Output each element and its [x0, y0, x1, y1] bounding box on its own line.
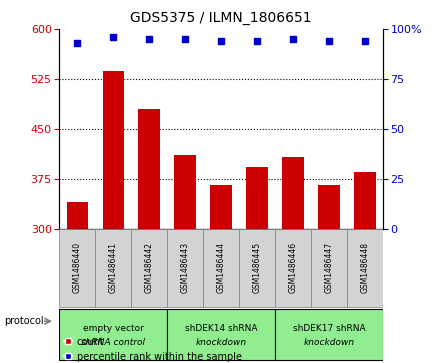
Text: GSM1486443: GSM1486443 — [181, 242, 190, 293]
FancyBboxPatch shape — [275, 309, 383, 360]
FancyBboxPatch shape — [59, 229, 95, 307]
Bar — [318, 185, 340, 229]
Bar — [210, 185, 232, 229]
Point — [182, 36, 189, 42]
Text: knockdown: knockdown — [195, 338, 247, 347]
Bar — [282, 157, 304, 229]
FancyBboxPatch shape — [203, 229, 239, 307]
FancyBboxPatch shape — [239, 229, 275, 307]
Text: knockdown: knockdown — [303, 338, 355, 347]
Bar — [103, 71, 124, 229]
Text: empty vector: empty vector — [83, 323, 144, 333]
FancyBboxPatch shape — [95, 229, 131, 307]
Bar — [354, 172, 376, 229]
FancyBboxPatch shape — [59, 309, 167, 360]
Bar — [174, 155, 196, 229]
Point — [361, 38, 368, 44]
Text: protocol: protocol — [4, 316, 44, 326]
Point — [253, 38, 260, 44]
FancyBboxPatch shape — [167, 309, 275, 360]
Text: GSM1486440: GSM1486440 — [73, 242, 82, 293]
Text: GSM1486444: GSM1486444 — [216, 242, 226, 293]
Legend: count, percentile rank within the sample: count, percentile rank within the sample — [64, 337, 242, 362]
Point — [290, 36, 297, 42]
FancyBboxPatch shape — [167, 229, 203, 307]
Text: GSM1486446: GSM1486446 — [289, 242, 297, 293]
Text: GSM1486448: GSM1486448 — [360, 242, 369, 293]
FancyBboxPatch shape — [275, 229, 311, 307]
Point — [74, 40, 81, 46]
FancyBboxPatch shape — [311, 229, 347, 307]
Point — [326, 38, 333, 44]
Text: GSM1486447: GSM1486447 — [324, 242, 334, 293]
Bar — [139, 109, 160, 229]
Text: shDEK14 shRNA: shDEK14 shRNA — [185, 323, 257, 333]
Point — [146, 36, 153, 42]
Text: GSM1486442: GSM1486442 — [145, 242, 154, 293]
Bar — [66, 202, 88, 229]
Text: GSM1486441: GSM1486441 — [109, 242, 118, 293]
Bar — [246, 167, 268, 229]
Text: GSM1486445: GSM1486445 — [253, 242, 261, 293]
FancyBboxPatch shape — [347, 229, 383, 307]
Point — [218, 38, 225, 44]
Text: shRNA control: shRNA control — [81, 338, 145, 347]
Point — [110, 34, 117, 40]
Title: GDS5375 / ILMN_1806651: GDS5375 / ILMN_1806651 — [130, 11, 312, 25]
FancyBboxPatch shape — [131, 229, 167, 307]
Text: shDEK17 shRNA: shDEK17 shRNA — [293, 323, 365, 333]
